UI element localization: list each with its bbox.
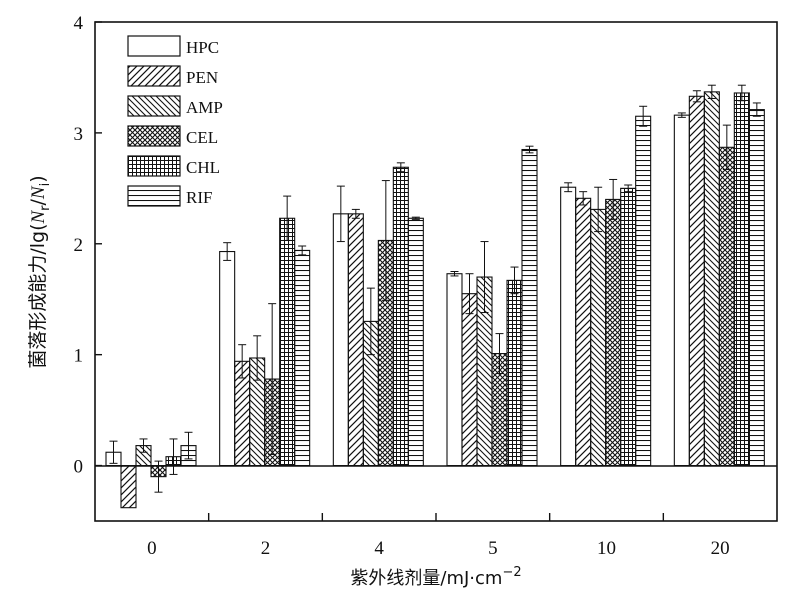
- bar-rif-5: [521, 148, 538, 467]
- bar-hpc-20: [673, 114, 690, 467]
- bar-chl-5: [506, 279, 523, 467]
- bar-hpc-2: [219, 250, 236, 467]
- bar-pen-4: [347, 213, 364, 467]
- bar-chl-20: [733, 92, 750, 467]
- legend-label-pen: PEN: [186, 68, 218, 87]
- y-axis-title-part-0: 菌落形成能力/lg(: [27, 224, 49, 369]
- x-axis-title-main: 紫外线剂量/mJ·cm: [350, 568, 502, 589]
- bar-chl-2: [279, 217, 296, 467]
- y-tick-label: 4: [74, 13, 84, 34]
- y-axis-title-part-3: /: [27, 198, 49, 205]
- bar-cel-10: [605, 198, 622, 467]
- legend-label-amp: AMP: [186, 98, 223, 117]
- legend-swatch-rif: [127, 185, 181, 207]
- x-axis-title: 紫外线剂量/mJ·cm−2: [350, 565, 521, 589]
- legend-label-hpc: HPC: [186, 38, 219, 57]
- y-tick-label: 2: [74, 235, 84, 256]
- x-tick-label: 5: [488, 538, 498, 559]
- bar-amp-10: [590, 208, 607, 467]
- x-tick-label: 20: [711, 538, 730, 559]
- y-tick-label: 3: [74, 124, 84, 145]
- bar-pen-20: [688, 95, 705, 467]
- bar-cel-20: [718, 146, 735, 467]
- legend-label-chl: CHL: [186, 158, 220, 177]
- legend-swatch-chl: [127, 155, 181, 177]
- bar-pen-0: [120, 465, 137, 509]
- x-tick-label: 2: [261, 538, 271, 559]
- y-axis-title-part-6: ): [27, 175, 49, 182]
- y-axis-title-part-2: r: [38, 205, 53, 211]
- bar-hpc-5: [446, 273, 463, 467]
- y-axis-title: 菌落形成能力/lg(Nr/Ni): [27, 175, 53, 368]
- legend-swatch-pen: [127, 65, 181, 87]
- plot-marks: [105, 84, 765, 509]
- legend: HPC PEN AMP CEL CHL RIF: [127, 35, 223, 207]
- y-tick-label: 0: [74, 457, 84, 478]
- bar-rif-4: [407, 217, 424, 467]
- bar-hpc-4: [332, 213, 349, 467]
- y-axis-title-part-1: N: [28, 210, 49, 225]
- bar-hpc-10: [560, 186, 577, 467]
- y-axis-title-part-5: i: [38, 183, 53, 187]
- bar-chl-4: [392, 166, 409, 467]
- bar-rif-10: [635, 115, 652, 467]
- legend-swatch-cel: [127, 125, 181, 147]
- x-axis-title-superscript: −2: [502, 565, 521, 580]
- bar-pen-10: [575, 197, 592, 467]
- legend-swatch-amp: [127, 95, 181, 117]
- legend-swatch-hpc: [127, 35, 181, 57]
- bar-rif-20: [748, 109, 765, 467]
- legend-label-rif: RIF: [186, 188, 212, 207]
- x-tick-label: 10: [597, 538, 616, 559]
- bar-rif-2: [294, 249, 311, 467]
- x-tick-label: 4: [374, 538, 384, 559]
- x-axis: 0 2 4 5 10 20: [147, 513, 730, 559]
- legend-label-cel: CEL: [186, 128, 218, 147]
- bar-chl-10: [620, 187, 637, 467]
- bar-amp-20: [703, 91, 720, 467]
- bar-pen-5: [461, 293, 478, 467]
- y-axis: 0 1 2 3 4: [74, 13, 102, 478]
- y-tick-label: 1: [74, 346, 84, 367]
- x-tick-label: 0: [147, 538, 157, 559]
- y-axis-title-part-4: N: [28, 185, 49, 200]
